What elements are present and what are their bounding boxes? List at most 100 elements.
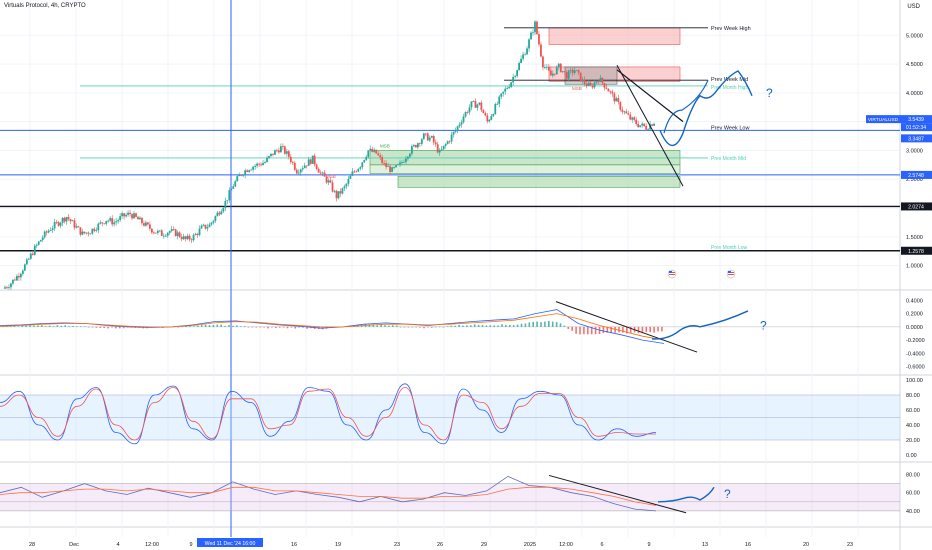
candle-body [448,141,451,143]
macd-histogram-bar [259,326,261,328]
stoch-d-line [0,387,656,441]
macd-histogram-bar [403,326,406,328]
candle-body [240,175,243,176]
candle-body [111,218,114,225]
candle-body [51,228,54,230]
candle-body [371,148,374,152]
candle-body [418,143,421,145]
candle-body [480,102,483,111]
candle-body [81,231,84,235]
candle-body [145,222,147,226]
macd-histogram-bar [419,326,421,328]
candle-body [287,151,290,157]
candle-body [91,228,94,234]
macd-histogram-bar [263,326,265,328]
candle-body [444,144,447,146]
candle-body [278,150,280,153]
candle-body [498,96,501,104]
candle-body [295,169,298,174]
macd-histogram-bar [610,326,612,333]
candle-body [526,48,528,55]
candle-body [464,112,467,117]
candle-body [160,230,163,236]
candle-body [599,77,602,82]
us-flag-canton [728,271,731,273]
candle-body [143,223,145,226]
candle-body [341,188,344,194]
macd-histogram-bar [454,325,456,327]
candle-body [452,131,455,135]
macd-histogram-bar [438,326,441,328]
candle-body [549,70,552,76]
candle-body [49,229,52,231]
candle-body [135,213,137,217]
macd-histogram-bar [72,325,74,327]
time-tick-label: 2025 [524,542,536,548]
macd-histogram-bar [614,326,616,333]
candle-body [478,102,481,105]
candle-body [19,273,22,278]
stoch-tick-label: 0.00 [906,453,917,459]
macd-histogram-bar [200,325,203,327]
macd-histogram-bar [247,326,250,328]
candle-body [528,39,530,49]
macd-histogram-bar [551,321,554,327]
candle-body [446,141,449,145]
candle-body [79,227,82,235]
macd-histogram-bar [629,326,632,333]
candle-body [571,69,574,73]
candle-body [289,156,292,163]
time-tick-label: Dec [69,542,79,548]
candle-body [536,21,538,35]
candle-body [411,146,413,154]
candle-body [57,222,60,226]
candle-body [150,228,153,233]
candle-body [274,150,276,155]
candle-body [293,162,296,170]
candle-body [149,224,151,229]
macd-histogram-bar [60,325,63,327]
macd-histogram-bar [52,326,55,327]
candle-body [482,110,485,114]
candle-body [129,212,131,215]
macd-histogram-bar [571,326,573,331]
price-badge-2027: 2.0274 [908,204,924,210]
candle-body [540,44,542,57]
macd-histogram-bar [423,326,425,329]
time-tick-label: 6 [600,542,603,548]
macd-histogram-bar [87,326,90,328]
time-tick-label: 16 [745,542,751,548]
candle-body [357,168,360,172]
candle-body [8,287,10,289]
candle-body [6,287,8,289]
macd-histogram-bar [372,324,375,327]
candle-body [27,258,30,260]
candle-body [403,161,405,163]
macd-histogram-bar [657,326,659,332]
candle-body [635,119,638,125]
candle-body [166,232,169,236]
candle-body [510,82,513,87]
candle-body [266,157,268,162]
macd-histogram-bar [415,326,417,328]
crosshair-time-badge [197,538,263,547]
candle-body [47,230,50,233]
macd-histogram-bar [21,325,24,327]
candle-body [222,207,225,212]
time-tick-label: 26 [437,542,443,548]
candle-body [442,145,445,150]
macd-histogram-bar [446,326,449,327]
time-tick-label: 9 [189,542,192,548]
candle-body [647,129,650,131]
price-tick-label: 1.5000 [906,235,923,241]
candle-body [95,230,98,231]
label-prev-week-high: Prev Week High [711,26,751,32]
candle-body [121,213,124,217]
macd-histogram-bar [399,326,402,328]
price-badge-2574: 2.5748 [908,173,924,179]
candle-body [405,158,407,162]
candle-body [174,229,177,237]
macd-histogram-bar [626,326,628,334]
price-badge-countdown-bg [901,123,932,132]
